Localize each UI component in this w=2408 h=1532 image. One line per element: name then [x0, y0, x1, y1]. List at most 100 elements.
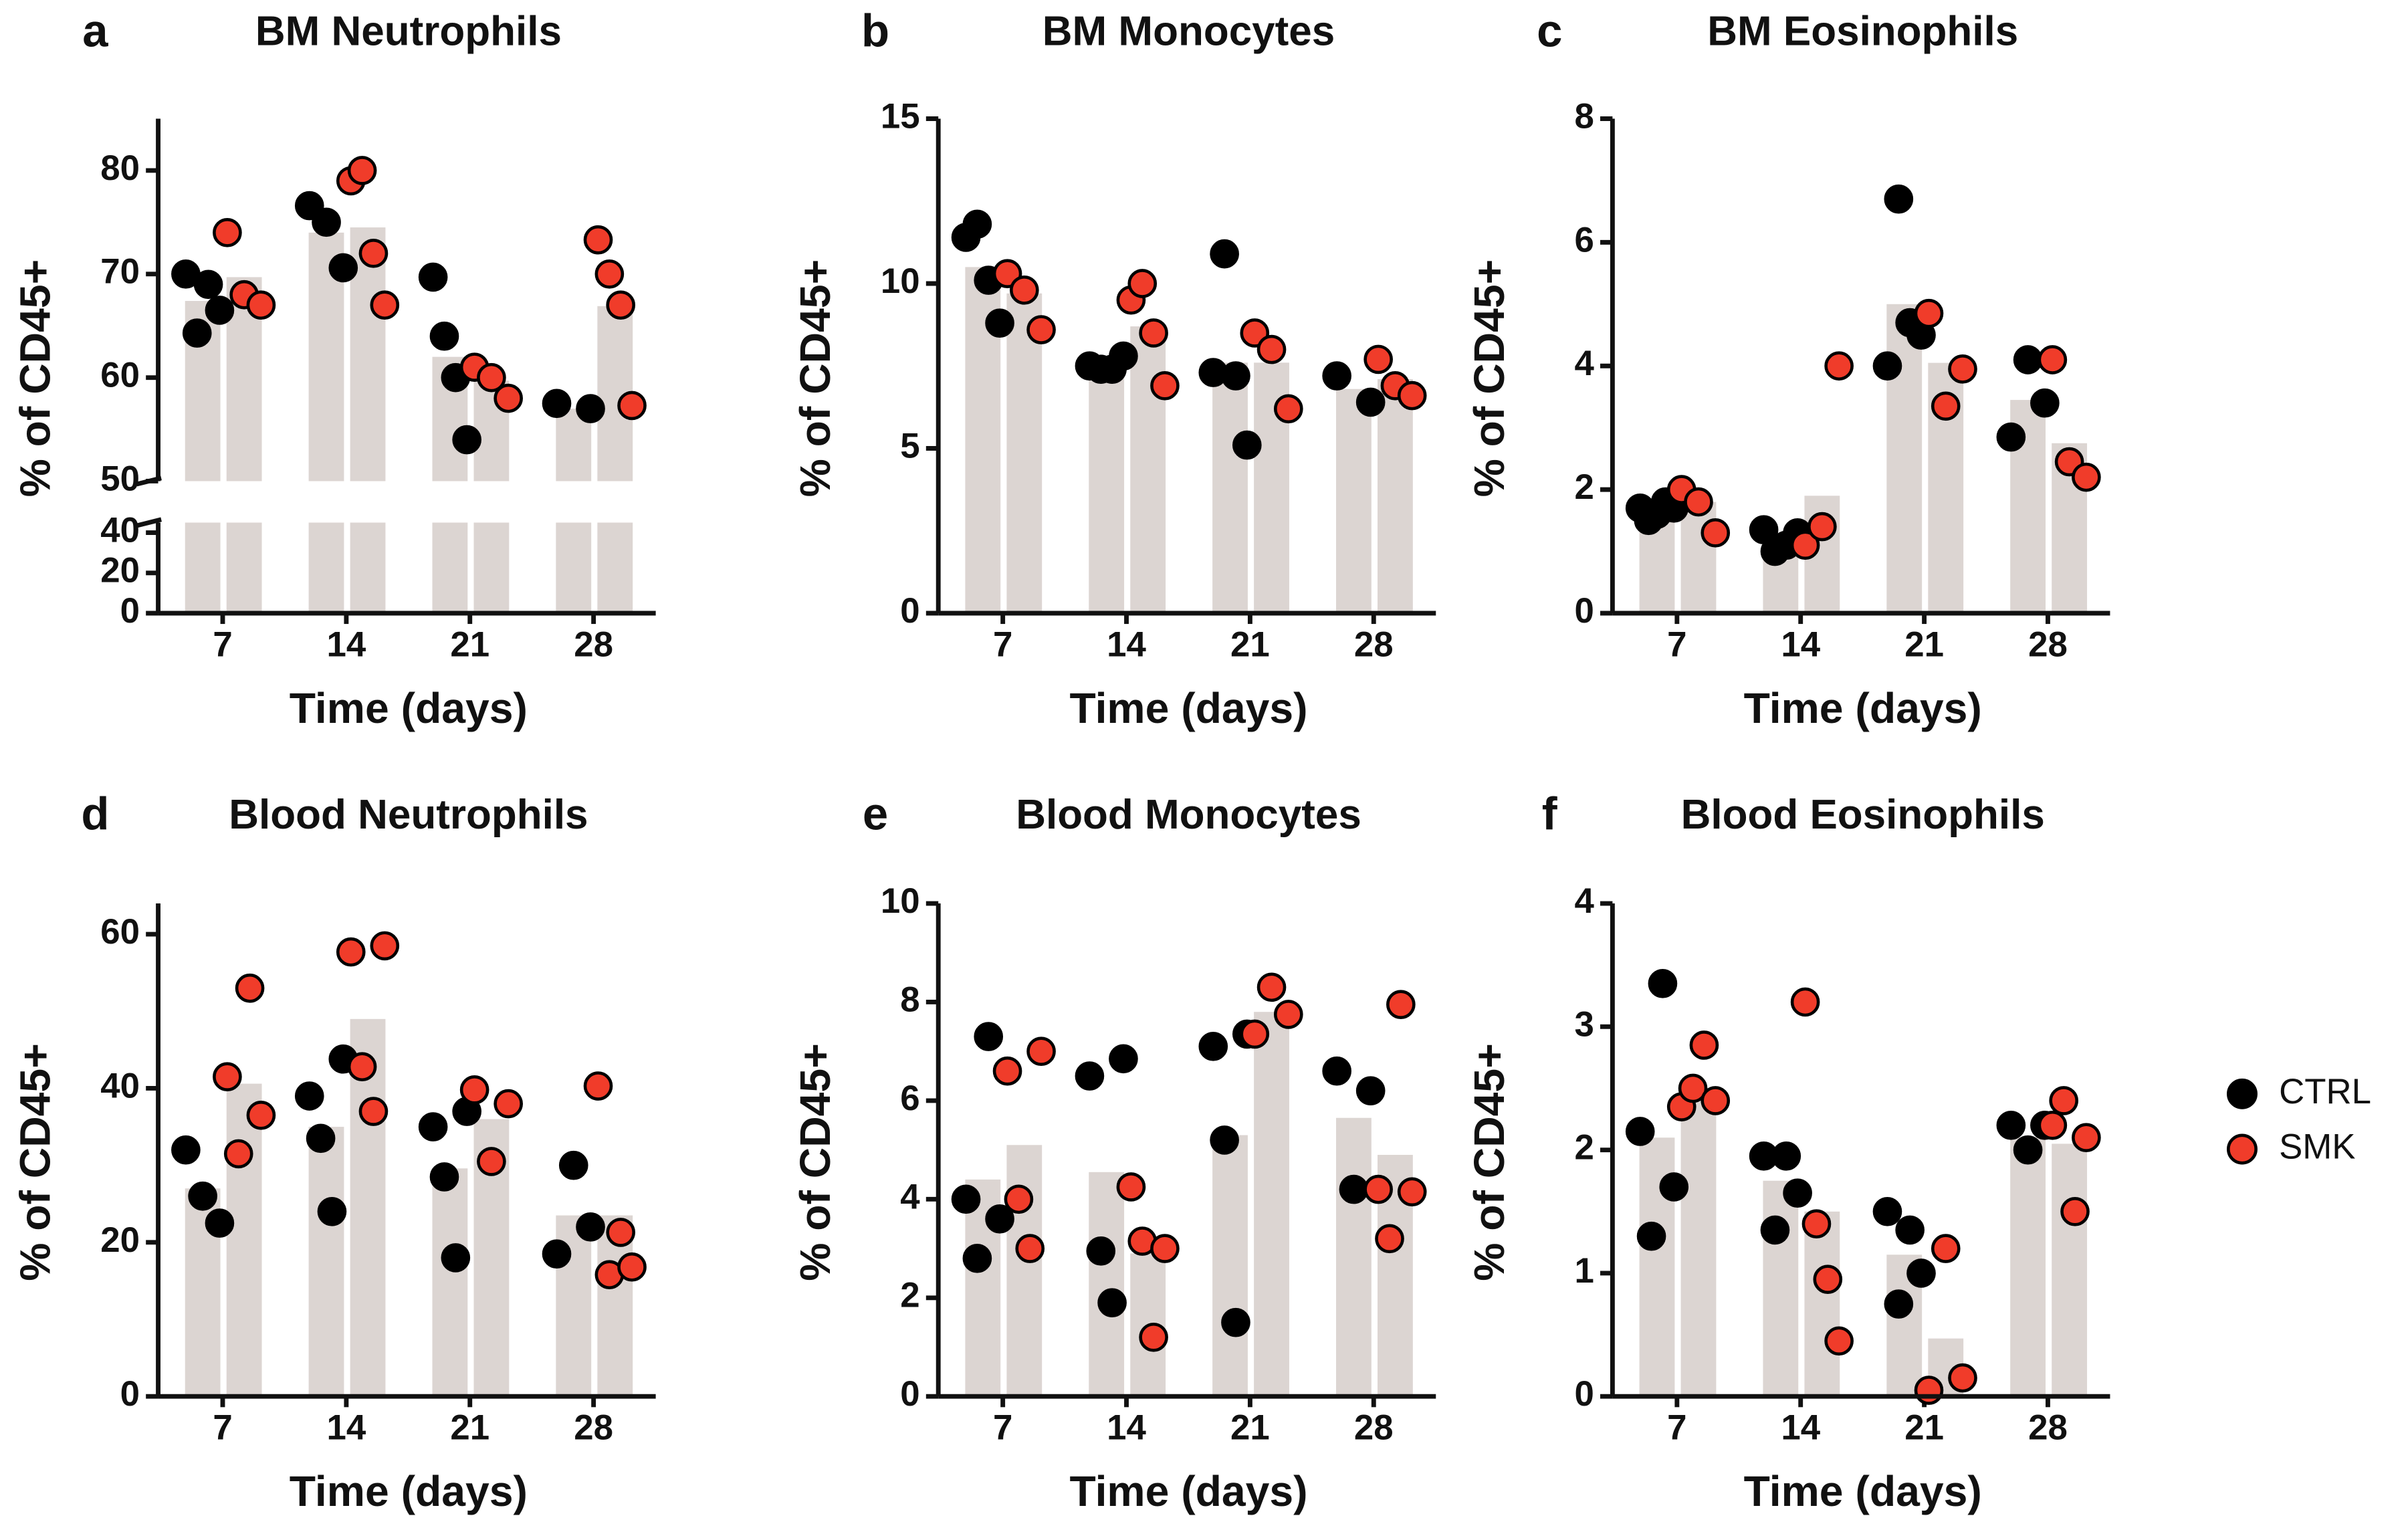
data-point	[1109, 341, 1138, 371]
bar	[1130, 326, 1166, 613]
data-point	[182, 318, 212, 348]
data-point	[1355, 387, 1386, 417]
y-axis-title: % of CD45+	[11, 259, 59, 498]
bar	[350, 1018, 386, 1397]
y-axis-title: % of CD45+	[1465, 259, 1513, 498]
data-point	[1914, 1376, 1944, 1405]
data-point	[1771, 1141, 1801, 1171]
bar	[1336, 1117, 1372, 1397]
x-tick-label: 21	[1230, 625, 1270, 664]
legend-label: SMK	[2279, 1127, 2355, 1166]
data-point	[1256, 334, 1287, 364]
x-axis-title: Time (days)	[290, 1467, 528, 1515]
data-point	[558, 1150, 588, 1180]
data-point	[1996, 1110, 2026, 1140]
data-point	[441, 1243, 471, 1273]
data-point	[1139, 318, 1168, 348]
data-point	[1322, 361, 1351, 391]
x-tick-label: 14	[326, 625, 366, 664]
data-point	[1363, 344, 1393, 374]
data-point	[2013, 345, 2043, 374]
legend-marker	[2227, 1133, 2258, 1165]
data-point	[1150, 1234, 1180, 1263]
y-tick-label: 15	[881, 96, 920, 136]
y-tick-label: 40	[100, 511, 140, 550]
data-point	[246, 1100, 276, 1130]
data-point	[1625, 1117, 1655, 1146]
data-point	[2049, 1086, 2079, 1115]
x-axis-title: Time (days)	[290, 684, 528, 732]
data-point	[1397, 380, 1427, 411]
data-point	[1116, 1172, 1146, 1202]
data-point	[347, 156, 377, 185]
x-tick-label: 14	[1781, 625, 1820, 664]
bar	[1378, 378, 1413, 613]
data-point	[2072, 462, 2101, 492]
chart-title: Blood Monocytes	[1016, 792, 1361, 838]
y-tick-label: 60	[100, 912, 140, 952]
x-axis-title: Time (days)	[1069, 1467, 1307, 1515]
data-point	[336, 937, 366, 967]
y-tick-label: 80	[100, 148, 140, 188]
data-point	[188, 1181, 217, 1211]
data-point	[1026, 1036, 1056, 1067]
y-tick-label: 60	[100, 356, 140, 395]
y-tick-label: 40	[100, 1066, 140, 1105]
data-point	[1678, 1073, 1708, 1103]
panel-label: c	[1537, 5, 1562, 56]
data-point	[358, 238, 389, 268]
data-point	[477, 362, 506, 393]
data-point	[606, 290, 636, 320]
data-point	[1884, 184, 1914, 214]
data-point	[193, 269, 223, 300]
data-point	[171, 1135, 201, 1165]
x-axis-title: Time (days)	[1069, 684, 1307, 732]
data-point	[951, 1184, 981, 1214]
y-tick-label: 3	[1574, 1004, 1594, 1044]
data-point	[2060, 1196, 2090, 1226]
data-point	[1884, 1289, 1914, 1319]
data-point	[1355, 1076, 1386, 1105]
y-tick-label: 1	[1574, 1251, 1594, 1291]
y-tick-label: 5	[900, 426, 919, 465]
bar	[1680, 502, 1717, 613]
data-point	[1636, 1221, 1666, 1251]
bar	[432, 1168, 468, 1397]
data-point	[583, 1071, 613, 1101]
bar	[556, 522, 592, 613]
x-tick-label: 14	[326, 1408, 366, 1448]
data-point	[2038, 345, 2068, 374]
data-point	[1684, 487, 1713, 517]
chart-title: Blood Neutrophils	[229, 792, 588, 838]
y-axis-title: % of CD45+	[1465, 1043, 1513, 1281]
data-point	[1824, 351, 1854, 381]
data-point	[306, 1123, 336, 1154]
bar	[185, 522, 221, 613]
data-point	[213, 218, 242, 247]
data-point	[1273, 1000, 1303, 1029]
data-point	[1895, 1215, 1925, 1245]
bar	[1089, 1172, 1125, 1397]
y-tick-label: 8	[900, 980, 919, 1019]
bar	[226, 1083, 262, 1397]
bar	[1763, 1180, 1799, 1397]
bar	[226, 522, 262, 613]
y-tick-label: 2	[1574, 1128, 1594, 1168]
data-point	[1097, 1288, 1127, 1317]
x-tick-label: 28	[1354, 1408, 1394, 1448]
y-tick-label: 0	[1574, 591, 1594, 631]
data-point	[1808, 512, 1837, 542]
y-tick-label: 4	[1574, 881, 1594, 921]
data-point	[617, 391, 647, 421]
data-point	[594, 259, 625, 289]
data-point	[2030, 388, 2060, 418]
data-point	[1210, 239, 1239, 269]
data-point	[576, 394, 605, 423]
data-point	[2072, 1123, 2101, 1153]
bar	[1804, 1211, 1840, 1397]
data-point	[235, 973, 265, 1003]
x-tick-label: 14	[1107, 625, 1146, 664]
bar	[1680, 1088, 1717, 1397]
data-point	[1339, 1174, 1369, 1204]
x-axis-title: Time (days)	[1744, 1467, 1982, 1515]
